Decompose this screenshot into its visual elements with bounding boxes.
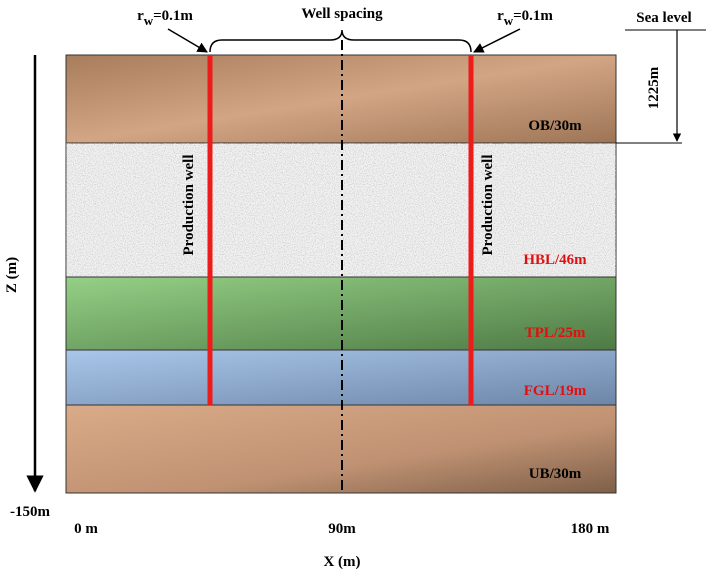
well-label: Production well <box>480 155 496 256</box>
z-axis-label: Z (m) <box>4 257 20 293</box>
well-spacing-label: Well spacing <box>301 6 383 22</box>
spacing-brace <box>209 29 472 53</box>
rw-value: =0.1m <box>153 8 193 24</box>
layer-label: OB/30m <box>528 118 582 134</box>
rw-arrow-right <box>473 28 521 53</box>
x-axis-label: X (m) <box>323 554 360 570</box>
rw-value: =0.1m <box>513 8 553 24</box>
sea-level-label: Sea level <box>636 10 691 26</box>
rw-subscript: w <box>504 13 514 28</box>
layer-label: FGL/19m <box>524 383 587 399</box>
x-tick-label: 180 m <box>571 521 610 537</box>
well-label: Production well <box>181 155 197 256</box>
depth-label: 1225m <box>646 66 662 109</box>
rw-left: rw=0.1m <box>137 8 193 28</box>
rw-subscript: w <box>144 13 154 28</box>
z-end-label: -150m <box>10 504 50 520</box>
rw-symbol: r <box>497 8 504 24</box>
layer-label: HBL/46m <box>523 252 587 268</box>
rw-symbol: r <box>137 8 144 24</box>
layer-label: TPL/25m <box>525 325 586 341</box>
layer-label: UB/30m <box>529 466 582 482</box>
rw-arrow-left <box>167 28 208 53</box>
x-tick-label: 0 m <box>74 521 98 537</box>
rw-right: rw=0.1m <box>497 8 553 28</box>
x-tick-label: 90m <box>328 521 356 537</box>
